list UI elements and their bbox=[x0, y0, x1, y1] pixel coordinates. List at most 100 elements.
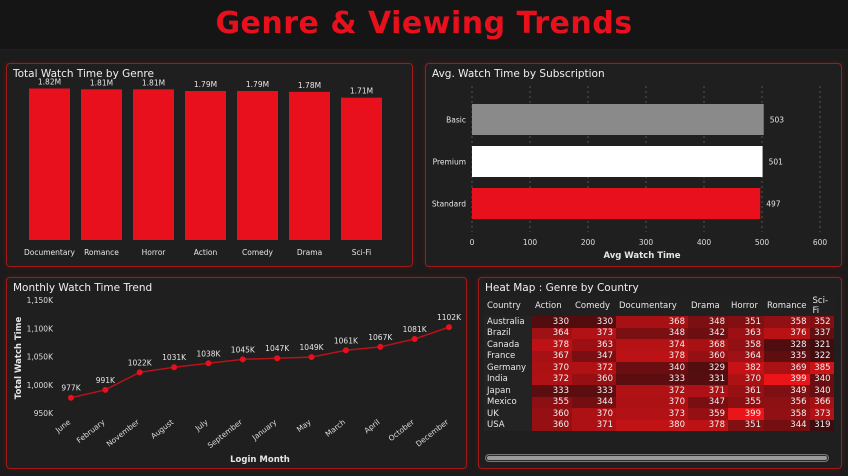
genre-bar-chart: 1.82M Documentary 1.81M Romance 1.81M Horror 1… bbox=[24, 77, 382, 257]
bar-premium bbox=[472, 146, 763, 177]
data-point bbox=[342, 347, 349, 354]
heatmap-cell: 371 bbox=[572, 419, 616, 431]
table-row: India 372 360 333 331 370 399 340 bbox=[484, 373, 834, 385]
heatmap-cell: 352 bbox=[809, 316, 834, 328]
heatmap-cell: 371 bbox=[688, 385, 728, 397]
row-label: Mexico bbox=[484, 396, 532, 408]
data-point bbox=[274, 355, 281, 362]
row-label: India bbox=[484, 373, 532, 385]
point-value-label: 1038K bbox=[196, 349, 221, 358]
heatmap-cell: 399 bbox=[728, 408, 764, 420]
column-header-horror[interactable]: Horror bbox=[728, 296, 764, 316]
column-header-country[interactable]: Country bbox=[484, 296, 532, 316]
heatmap-cell: 380 bbox=[616, 419, 688, 431]
x-tick-label: October bbox=[387, 417, 417, 443]
data-point bbox=[205, 360, 212, 367]
heatmap-cell: 342 bbox=[688, 327, 728, 339]
point-value-label: 1081K bbox=[403, 325, 428, 334]
bar-value-label: 1.82M bbox=[38, 77, 61, 86]
bar-drama bbox=[289, 91, 330, 240]
x-tick-label: April bbox=[362, 417, 381, 435]
heatmap-cell: 321 bbox=[809, 339, 834, 351]
bar-sci-fi bbox=[341, 97, 382, 240]
x-tick-label: March bbox=[324, 417, 348, 438]
heatmap-cell: 331 bbox=[688, 373, 728, 385]
heatmap-title: Heat Map : Genre by Country bbox=[485, 282, 639, 294]
heatmap-cell: 373 bbox=[809, 408, 834, 420]
table-row: Canada 378 363 374 368 358 328 321 bbox=[484, 339, 834, 351]
heatmap-cell: 351 bbox=[728, 316, 764, 328]
heatmap-cell: 328 bbox=[764, 339, 810, 351]
bar-value-label: 1.78M bbox=[298, 81, 321, 90]
x-tick-label: February bbox=[75, 417, 107, 445]
column-header-action[interactable]: Action bbox=[532, 296, 572, 316]
x-tick-label: 0 bbox=[470, 238, 475, 247]
x-tick-label: 300 bbox=[639, 238, 654, 247]
heatmap-cell: 360 bbox=[532, 419, 572, 431]
heatmap-cell: 358 bbox=[728, 339, 764, 351]
column-header-romance[interactable]: Romance bbox=[764, 296, 810, 316]
row-label: Germany bbox=[484, 362, 532, 374]
column-header-drama[interactable]: Drama bbox=[688, 296, 728, 316]
row-label: France bbox=[484, 350, 532, 362]
heatmap-cell: 349 bbox=[764, 385, 810, 397]
heatmap-cell: 333 bbox=[532, 385, 572, 397]
genre-watch-time-panel[interactable]: Total Watch Time by Genre 1.82M Documenta… bbox=[6, 63, 413, 267]
heatmap-cell: 330 bbox=[532, 316, 572, 328]
table-row: USA 360 371 380 378 351 344 319 bbox=[484, 419, 834, 431]
monthly-line-chart: 950K 1,000K 1,050K 1,100K 1,150K 977K 991K 1022… bbox=[14, 296, 462, 465]
y-tick-label: 950K bbox=[34, 409, 54, 418]
bar-action bbox=[185, 90, 226, 240]
trend-line bbox=[70, 326, 450, 399]
heatmap-cell: 347 bbox=[688, 396, 728, 408]
subscription-bar-chart: 0 100 200 300 400 500 600 Basic 503 Premium 501 Sta… bbox=[432, 86, 827, 261]
heatmap-cell: 368 bbox=[616, 316, 688, 328]
heatmap-cell: 330 bbox=[572, 316, 616, 328]
column-header-sci-fi[interactable]: Sci-Fi bbox=[809, 296, 834, 316]
bar-value-label: 1.81M bbox=[90, 78, 113, 87]
point-value-label: 1031K bbox=[162, 353, 187, 362]
heatmap-cell: 355 bbox=[532, 396, 572, 408]
bar-value-label: 1.79M bbox=[194, 80, 217, 89]
heatmap-cell: 340 bbox=[809, 373, 834, 385]
heatmap-cell: 367 bbox=[532, 350, 572, 362]
x-axis-title: Login Month bbox=[230, 455, 290, 465]
data-point bbox=[102, 386, 109, 393]
heatmap-cell: 378 bbox=[688, 419, 728, 431]
table-row: UK 360 370 373 359 399 358 373 bbox=[484, 408, 834, 420]
heatmap-cell: 333 bbox=[572, 385, 616, 397]
heatmap-cell: 364 bbox=[532, 327, 572, 339]
heatmap-cell: 385 bbox=[809, 362, 834, 374]
x-tick-label: November bbox=[105, 417, 142, 449]
heatmap-cell: 347 bbox=[572, 350, 616, 362]
heatmap-cell: 358 bbox=[764, 316, 810, 328]
heatmap-cell: 373 bbox=[616, 408, 688, 420]
header-banner: Genre & Viewing Trends bbox=[0, 0, 848, 50]
x-tick-label: July bbox=[193, 417, 210, 433]
data-point bbox=[239, 356, 246, 363]
subscription-chart-title: Avg. Watch Time by Subscription bbox=[432, 68, 605, 80]
data-point bbox=[171, 364, 178, 371]
column-header-documentary[interactable]: Documentary bbox=[616, 296, 688, 316]
heatmap-cell: 322 bbox=[809, 350, 834, 362]
heatmap-cell: 370 bbox=[616, 396, 688, 408]
table-row: Mexico 355 344 370 347 355 356 366 bbox=[484, 396, 834, 408]
point-value-label: 1067K bbox=[368, 333, 393, 342]
scrollbar-thumb[interactable] bbox=[487, 456, 827, 460]
y-tick-label: 1,050K bbox=[27, 353, 54, 362]
bar-value-label: 1.71M bbox=[350, 87, 373, 96]
subscription-panel[interactable]: Avg. Watch Time by Subscription 0 100 200 3… bbox=[425, 63, 842, 267]
heatmap-cell: 340 bbox=[809, 385, 834, 397]
x-tick-label: Drama bbox=[297, 248, 322, 257]
heatmap-cell: 376 bbox=[764, 327, 810, 339]
y-tick-label: Basic bbox=[446, 116, 466, 125]
horizontal-scrollbar[interactable] bbox=[485, 454, 829, 462]
heatmap-cell: 382 bbox=[728, 362, 764, 374]
y-tick-label: 1,000K bbox=[27, 381, 54, 390]
heatmap-cell: 337 bbox=[809, 327, 834, 339]
monthly-trend-panel[interactable]: Monthly Watch Time Trend 950K 1,000K 1,050… bbox=[6, 277, 467, 469]
bar-comedy bbox=[237, 90, 278, 240]
heatmap-cell: 363 bbox=[572, 339, 616, 351]
column-header-comedy[interactable]: Comedy bbox=[572, 296, 616, 316]
heatmap-panel[interactable]: Heat Map : Genre by Country Country Actio… bbox=[478, 277, 842, 469]
